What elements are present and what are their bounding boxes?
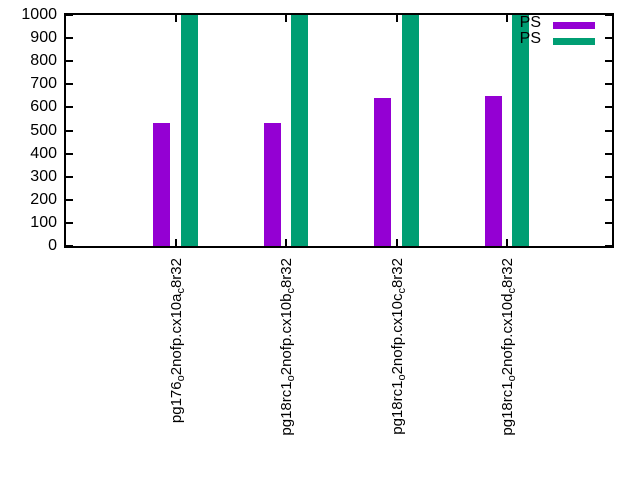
bar-ps-2: [263, 123, 281, 246]
x-axis-label-segment: 2nofp.cx10a: [167, 293, 185, 376]
y-tick-right: [605, 83, 612, 86]
x-axis-label: pg18rc1o2nofp.cx10cc8r32: [388, 258, 410, 435]
y-axis-tick-label: 200: [30, 190, 57, 208]
x-axis-label-segment: 2nofp.cx10b: [278, 293, 295, 376]
y-tick-right: [605, 175, 612, 178]
y-tick-right: [605, 198, 612, 201]
x-tick-bottom: [395, 239, 398, 246]
x-axis-label-segment: pg18rc1: [278, 381, 295, 436]
x-axis-label-segment: 8r32: [388, 258, 406, 289]
x-axis-label-segment: pg18rc1: [499, 381, 516, 436]
y-axis-tick-label: 100: [30, 213, 57, 231]
x-axis-label-segment: 8r32: [278, 258, 295, 289]
x-axis-label-subscript: c: [395, 288, 408, 294]
bar-ps-3: [401, 15, 419, 246]
y-tick-right: [605, 129, 612, 132]
x-axis-label-subscript: o: [506, 375, 518, 382]
x-axis-label-subscript: o: [395, 374, 408, 381]
x-axis-label-subscript: c: [174, 288, 187, 294]
bar-ps-3: [374, 98, 392, 246]
legend-label-series-2: PS: [519, 30, 541, 47]
y-tick-left: [66, 152, 73, 155]
x-tick-bottom: [285, 239, 287, 246]
y-tick-left: [66, 106, 73, 109]
y-tick-left: [66, 129, 73, 132]
legend-swatch-series-1: [553, 22, 595, 29]
y-tick-left: [66, 60, 73, 63]
y-axis-tick-label: 500: [30, 121, 57, 139]
x-axis-label-segment: 2nofp.cx10d: [499, 293, 516, 376]
bar-ps-1: [153, 123, 171, 246]
y-tick-right: [605, 106, 612, 109]
x-tick-top: [506, 15, 508, 22]
x-axis-label-subscript: o: [285, 375, 297, 382]
x-axis-label-segment: pg176: [167, 381, 185, 424]
x-axis-label-segment: 8r32: [167, 258, 185, 289]
y-tick-left: [66, 14, 73, 16]
x-axis-label-subscript: c: [285, 288, 297, 294]
x-axis-label-segment: 8r32: [499, 258, 516, 289]
y-tick-right: [605, 221, 612, 224]
y-axis-tick-label: 0: [48, 237, 57, 254]
x-tick-top: [285, 15, 287, 22]
x-axis-label-segment: pg18rc1: [388, 380, 406, 435]
legend-label-series-1: PS: [519, 14, 541, 31]
bar-ps-1: [180, 15, 198, 246]
x-axis-label: pg176o2nofp.cx10ac8r32: [167, 258, 189, 424]
y-tick-left: [66, 37, 73, 40]
x-axis-label-subscript: o: [174, 375, 187, 382]
x-tick-bottom: [506, 239, 508, 246]
y-tick-right: [605, 37, 612, 40]
bar-ps-4: [512, 15, 530, 246]
y-axis-tick-label: 400: [30, 144, 57, 162]
y-tick-right: [605, 245, 612, 247]
y-tick-left: [66, 83, 73, 86]
y-tick-left: [66, 198, 73, 201]
y-axis-tick-label: 600: [30, 98, 57, 116]
x-axis-label: pg18rc1o2nofp.cx10bc8r32: [278, 258, 299, 436]
bar-ps-4: [484, 96, 502, 246]
y-tick-right: [605, 60, 612, 63]
y-tick-left: [66, 221, 73, 224]
y-axis-tick-label: 700: [30, 75, 57, 93]
y-axis-tick-label: 800: [30, 52, 57, 70]
y-tick-right: [605, 14, 612, 16]
bar-ps-2: [291, 15, 309, 246]
y-axis-tick-label: 1000: [21, 6, 57, 23]
legend-swatch-series-2: [553, 38, 595, 45]
x-tick-top: [174, 15, 177, 22]
x-tick-bottom: [174, 239, 177, 246]
y-tick-left: [66, 245, 73, 247]
x-axis-label-segment: 2nofp.cx10c: [388, 293, 406, 375]
x-tick-top: [395, 15, 398, 22]
x-axis-label-subscript: c: [506, 288, 518, 294]
y-axis-tick-label: 900: [30, 29, 57, 47]
x-axis-label: pg18rc1o2nofp.cx10dc8r32: [499, 258, 520, 436]
y-tick-right: [605, 152, 612, 155]
plot-border: [64, 13, 614, 248]
y-tick-left: [66, 175, 73, 178]
y-axis-tick-label: 300: [30, 167, 57, 185]
